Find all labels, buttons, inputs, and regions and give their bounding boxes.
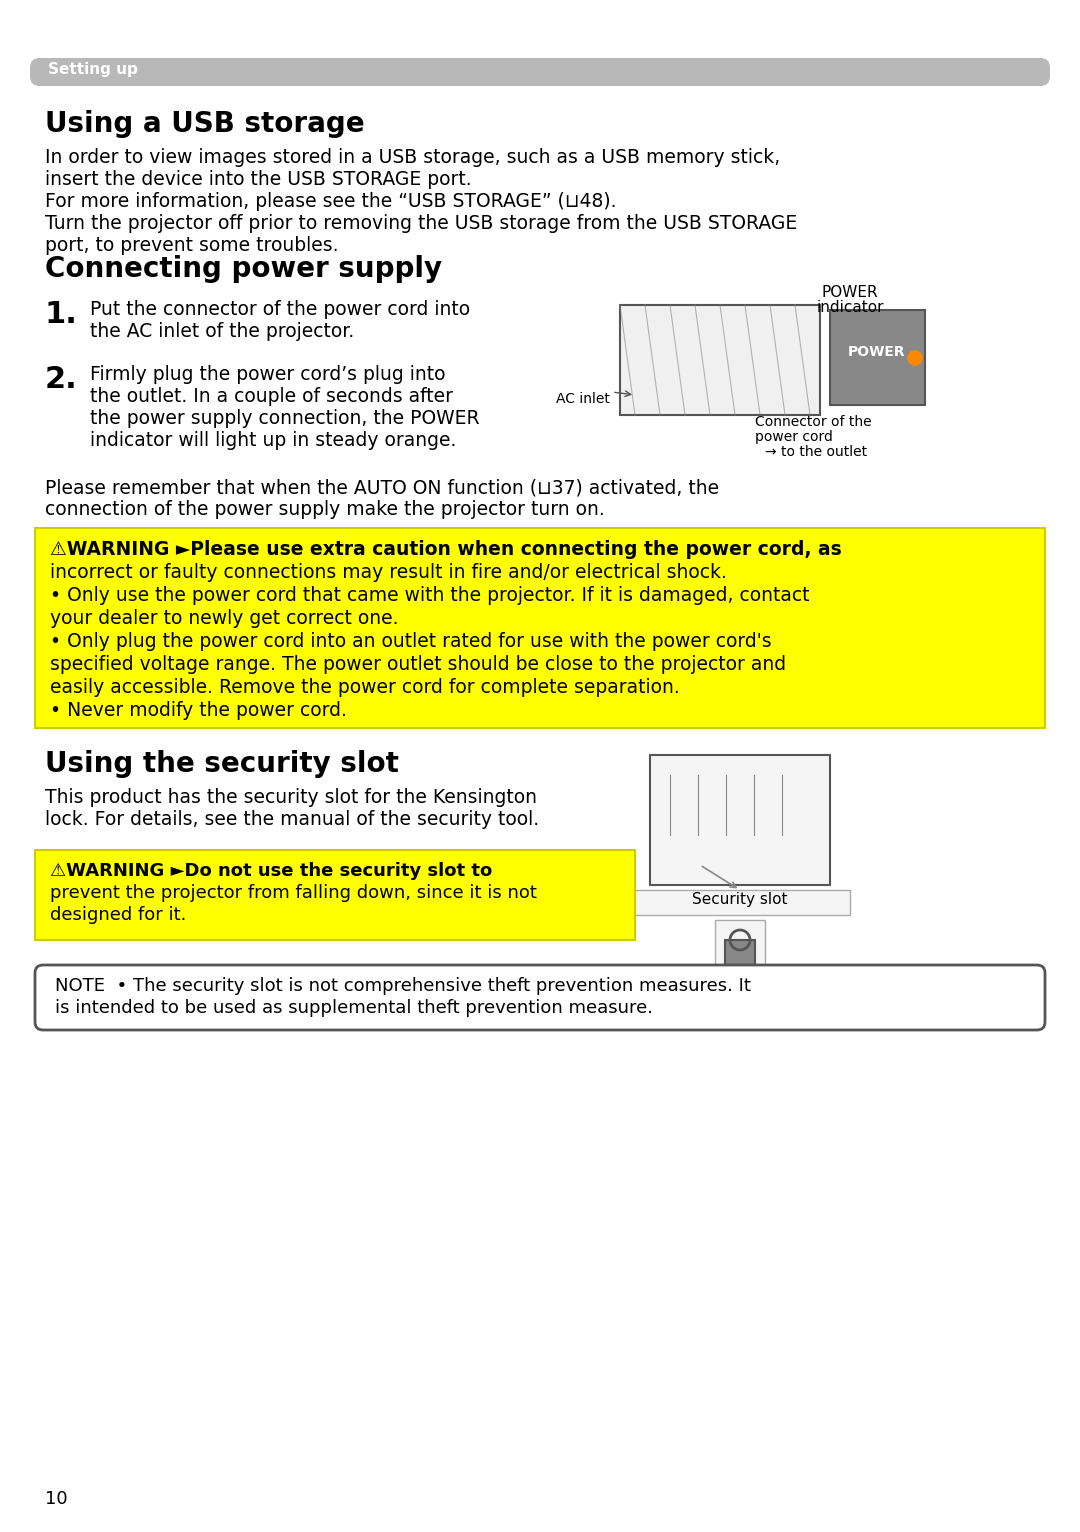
Text: Turn the projector off prior to removing the USB storage from the USB STORAGE: Turn the projector off prior to removing… bbox=[45, 214, 797, 233]
Text: port, to prevent some troubles.: port, to prevent some troubles. bbox=[45, 236, 338, 254]
Bar bbox=[620, 305, 820, 415]
Text: POWER: POWER bbox=[822, 285, 878, 300]
Text: 1.: 1. bbox=[45, 300, 78, 329]
Text: POWER: POWER bbox=[848, 345, 906, 358]
Text: insert the device into the USB STORAGE port.: insert the device into the USB STORAGE p… bbox=[45, 170, 472, 188]
Text: • Never modify the power cord.: • Never modify the power cord. bbox=[50, 702, 347, 720]
Text: 2.: 2. bbox=[45, 365, 78, 394]
Text: AC inlet: AC inlet bbox=[556, 392, 610, 406]
Text: Connector of the: Connector of the bbox=[755, 415, 872, 429]
Text: your dealer to newly get correct one.: your dealer to newly get correct one. bbox=[50, 610, 399, 628]
FancyBboxPatch shape bbox=[30, 58, 1050, 86]
FancyBboxPatch shape bbox=[35, 965, 1045, 1030]
Text: easily accessible. Remove the power cord for complete separation.: easily accessible. Remove the power cord… bbox=[50, 679, 679, 697]
Text: ⚠WARNING ►Please use extra caution when connecting the power cord, as: ⚠WARNING ►Please use extra caution when … bbox=[50, 539, 841, 559]
Text: Using a USB storage: Using a USB storage bbox=[45, 110, 365, 138]
Text: Put the connector of the power cord into: Put the connector of the power cord into bbox=[90, 300, 470, 319]
Text: ⚠WARNING ►Do not use the security slot to: ⚠WARNING ►Do not use the security slot t… bbox=[50, 863, 492, 879]
Text: Setting up: Setting up bbox=[48, 61, 138, 77]
Bar bbox=[35, 529, 1045, 728]
Text: 10: 10 bbox=[45, 1491, 68, 1507]
Bar bbox=[630, 890, 850, 915]
Text: connection of the power supply make the projector turn on.: connection of the power supply make the … bbox=[45, 499, 605, 519]
Text: Please remember that when the AUTO ON function (⊔37) activated, the: Please remember that when the AUTO ON fu… bbox=[45, 478, 719, 496]
Text: • Only plug the power cord into an outlet rated for use with the power cord's: • Only plug the power cord into an outle… bbox=[50, 633, 771, 651]
Text: → to the outlet: → to the outlet bbox=[765, 444, 867, 460]
Text: prevent the projector from falling down, since it is not: prevent the projector from falling down,… bbox=[50, 884, 537, 902]
Text: indicator: indicator bbox=[816, 300, 883, 316]
Text: power cord: power cord bbox=[755, 430, 833, 444]
Text: Using the security slot: Using the security slot bbox=[45, 751, 399, 778]
Bar bbox=[831, 309, 924, 404]
Text: incorrect or faulty connections may result in fire and/or electrical shock.: incorrect or faulty connections may resu… bbox=[50, 562, 727, 582]
Text: the outlet. In a couple of seconds after: the outlet. In a couple of seconds after bbox=[90, 388, 453, 406]
Bar bbox=[650, 755, 831, 885]
Text: lock. For details, see the manual of the security tool.: lock. For details, see the manual of the… bbox=[45, 810, 539, 829]
Text: Security slot: Security slot bbox=[692, 892, 787, 907]
Text: This product has the security slot for the Kensington: This product has the security slot for t… bbox=[45, 787, 537, 807]
Text: specified voltage range. The power outlet should be close to the projector and: specified voltage range. The power outle… bbox=[50, 656, 786, 674]
Text: the AC inlet of the projector.: the AC inlet of the projector. bbox=[90, 322, 354, 342]
Text: is intended to be used as supplemental theft prevention measure.: is intended to be used as supplemental t… bbox=[55, 999, 653, 1017]
Text: • Only use the power cord that came with the projector. If it is damaged, contac: • Only use the power cord that came with… bbox=[50, 587, 810, 605]
Text: the power supply connection, the POWER: the power supply connection, the POWER bbox=[90, 409, 480, 427]
Text: NOTE  • The security slot is not comprehensive theft prevention measures. It: NOTE • The security slot is not comprehe… bbox=[55, 977, 751, 994]
Bar bbox=[715, 921, 765, 990]
Text: In order to view images stored in a USB storage, such as a USB memory stick,: In order to view images stored in a USB … bbox=[45, 149, 780, 167]
Text: indicator will light up in steady orange.: indicator will light up in steady orange… bbox=[90, 430, 457, 450]
Text: Firmly plug the power cord’s plug into: Firmly plug the power cord’s plug into bbox=[90, 365, 446, 385]
Bar bbox=[35, 850, 635, 941]
Text: Connecting power supply: Connecting power supply bbox=[45, 254, 442, 283]
Bar bbox=[725, 941, 755, 965]
Text: For more information, please see the “USB STORAGE” (⊔48).: For more information, please see the “US… bbox=[45, 192, 617, 211]
Text: designed for it.: designed for it. bbox=[50, 905, 187, 924]
Circle shape bbox=[908, 351, 922, 365]
